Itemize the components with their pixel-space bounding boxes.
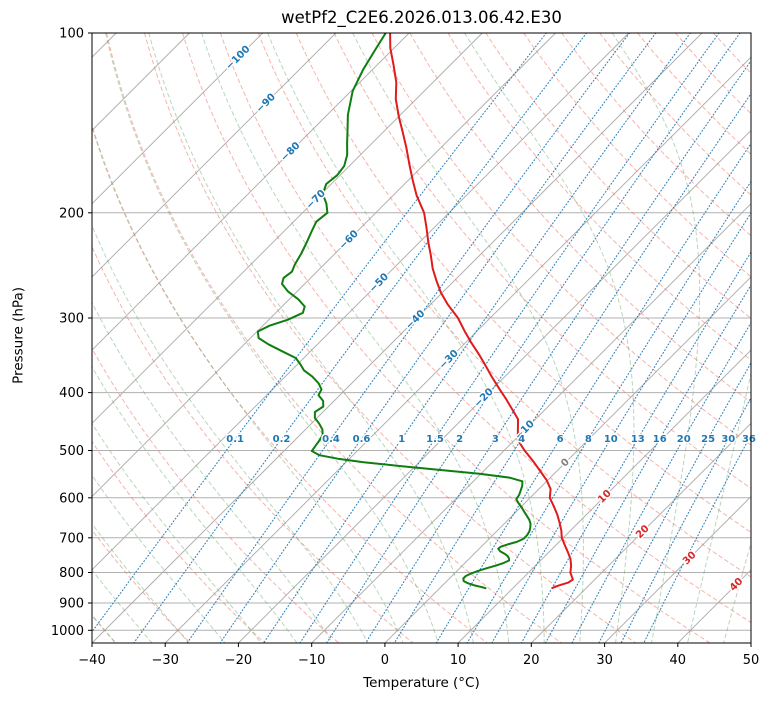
- svg-text:25: 25: [701, 434, 715, 445]
- svg-text:16: 16: [653, 434, 667, 445]
- svg-text:0: 0: [381, 653, 389, 668]
- svg-text:300: 300: [59, 312, 84, 327]
- svg-text:6: 6: [557, 434, 564, 445]
- svg-text:−40: −40: [78, 653, 105, 668]
- svg-text:20: 20: [523, 653, 540, 668]
- dry-adiabats: [92, 33, 751, 643]
- plot-frame: [91, 32, 752, 644]
- svg-text:100: 100: [59, 27, 84, 42]
- svg-text:8: 8: [585, 434, 592, 445]
- chart-title: wetPf2_C2E6.2026.013.06.42.E30: [281, 8, 562, 27]
- svg-text:20: 20: [677, 434, 691, 445]
- svg-text:4: 4: [518, 434, 525, 445]
- svg-text:3: 3: [492, 434, 499, 445]
- svg-text:−20: −20: [225, 653, 252, 668]
- svg-text:50: 50: [743, 653, 760, 668]
- svg-text:13: 13: [631, 434, 645, 445]
- svg-text:−10: −10: [298, 653, 325, 668]
- svg-text:900: 900: [59, 597, 84, 612]
- svg-text:400: 400: [59, 386, 84, 401]
- svg-text:500: 500: [59, 444, 84, 459]
- svg-text:10: 10: [450, 653, 467, 668]
- svg-text:600: 600: [59, 491, 84, 506]
- isotherm-lines: [92, 33, 751, 643]
- mixing-ratio-labels: 0.1 0.2 0.4 0.6 1 1.5 2 3 4 6 8 10 13 16 20 25 30 36: [225, 432, 758, 446]
- svg-text:1: 1: [398, 434, 405, 445]
- svg-text:0.4: 0.4: [322, 434, 340, 445]
- svg-text:40: 40: [670, 653, 687, 668]
- svg-text:30: 30: [596, 653, 613, 668]
- svg-text:800: 800: [59, 566, 84, 581]
- svg-text:30: 30: [721, 434, 735, 445]
- temperature-curve: [389, 33, 574, 590]
- svg-text:0.2: 0.2: [273, 434, 291, 445]
- svg-text:36: 36: [742, 434, 756, 445]
- y-axis-label: Pressure (hPa): [10, 287, 27, 384]
- svg-text:−30: −30: [151, 653, 178, 668]
- dewpoint-curve: [256, 33, 532, 590]
- svg-text:200: 200: [59, 206, 84, 221]
- pressure-gridlines: [92, 33, 751, 631]
- svg-text:1.5: 1.5: [426, 434, 444, 445]
- svg-text:0.6: 0.6: [353, 434, 371, 445]
- x-axis-ticks: −40 −30 −20 −10 0 10 20 30 40 50: [78, 643, 759, 668]
- svg-text:10: 10: [604, 434, 618, 445]
- svg-text:0.1: 0.1: [226, 434, 244, 445]
- svg-text:700: 700: [59, 531, 84, 546]
- moist-adiabats: [92, 33, 751, 643]
- x-axis-label: Temperature (°C): [363, 675, 480, 691]
- y-axis-ticks: 100 200 300 400 500 600 700 800 900 1000: [51, 27, 92, 639]
- svg-text:2: 2: [456, 434, 463, 445]
- mixing-ratio-lines: [92, 33, 751, 643]
- svg-text:1000: 1000: [51, 624, 84, 639]
